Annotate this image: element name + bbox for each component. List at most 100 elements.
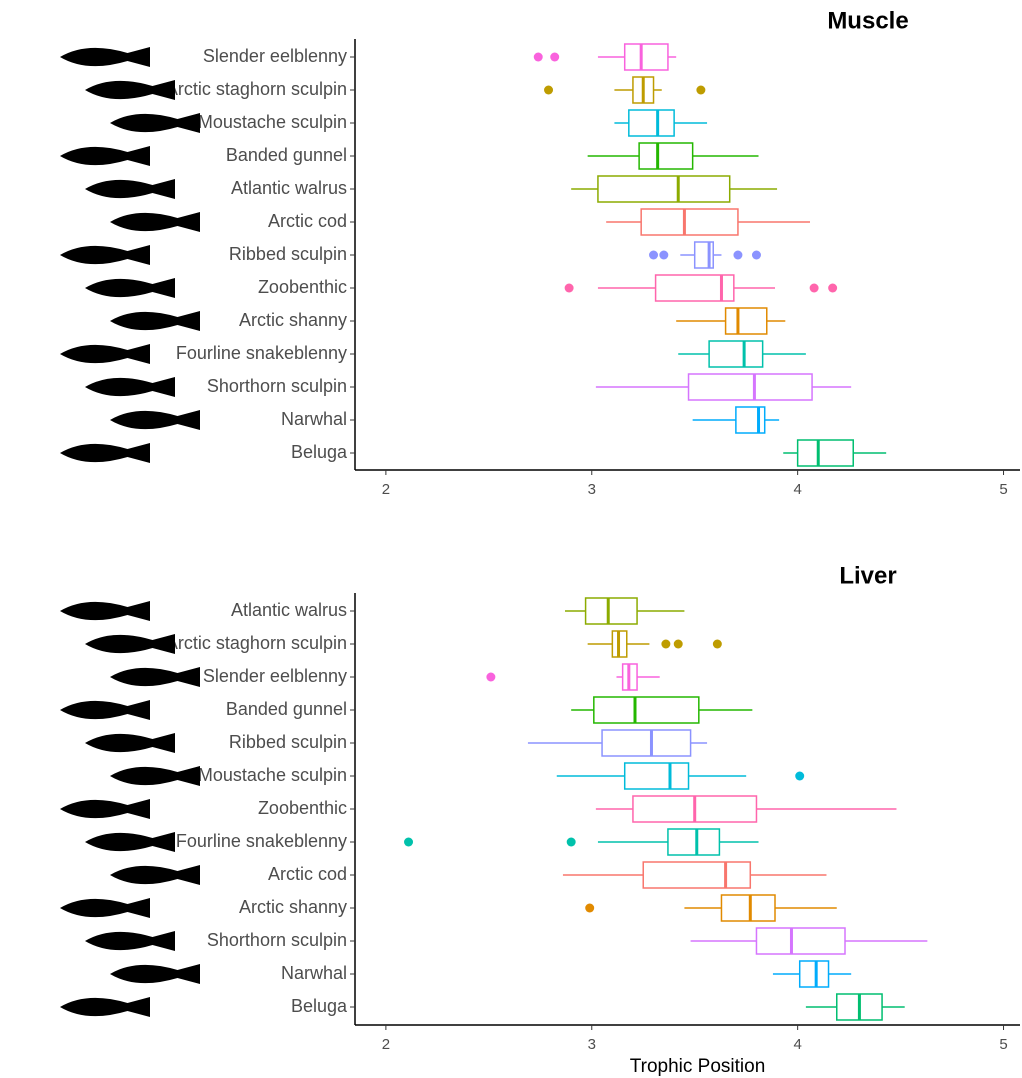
x-tick-label: 3 <box>588 481 596 498</box>
x-axis-label: Trophic Position <box>630 1056 766 1077</box>
silhouette <box>110 766 200 786</box>
silhouette <box>60 898 150 918</box>
silhouette <box>60 700 150 720</box>
outlier <box>733 250 743 260</box>
category-label: Banded gunnel <box>226 699 347 719</box>
x-tick-label: 5 <box>999 1036 1007 1053</box>
outlier <box>564 283 574 293</box>
outlier <box>550 52 560 62</box>
category-label: Shorthorn sculpin <box>207 376 347 396</box>
category-label: Fourline snakeblenny <box>176 343 347 363</box>
outlier <box>585 903 595 913</box>
panel-title: Liver <box>839 562 896 589</box>
category-label: Arctic cod <box>268 864 347 884</box>
silhouette <box>85 179 175 199</box>
box <box>687 373 813 401</box>
silhouette <box>60 245 150 265</box>
box <box>724 307 768 335</box>
panel-title: Muscle <box>827 7 908 34</box>
outlier <box>486 672 496 682</box>
x-tick-label: 4 <box>793 481 801 498</box>
box <box>708 340 764 368</box>
box <box>640 208 739 236</box>
outlier <box>533 52 543 62</box>
category-label: Beluga <box>291 442 348 462</box>
outlier <box>795 771 805 781</box>
box <box>720 894 776 922</box>
silhouette <box>60 344 150 364</box>
silhouette <box>85 80 175 100</box>
silhouette <box>60 799 150 819</box>
category-label: Shorthorn sculpin <box>207 930 347 950</box>
outlier <box>712 639 722 649</box>
box <box>667 828 721 856</box>
category-label: Ribbed sculpin <box>229 244 347 264</box>
category-label: Narwhal <box>281 409 347 429</box>
box <box>735 406 766 434</box>
box <box>593 696 700 724</box>
silhouette <box>60 47 150 67</box>
category-label: Narwhal <box>281 963 347 983</box>
outlier <box>659 250 669 260</box>
silhouette <box>60 601 150 621</box>
outlier <box>544 85 554 95</box>
x-tick-label: 2 <box>382 1036 390 1053</box>
category-label: Beluga <box>291 996 348 1016</box>
category-label: Moustache sculpin <box>198 765 347 785</box>
outlier <box>649 250 659 260</box>
silhouette <box>110 964 200 984</box>
category-label: Arctic staghorn sculpin <box>166 79 347 99</box>
category-label: Ribbed sculpin <box>229 732 347 752</box>
silhouette <box>60 997 150 1017</box>
outlier <box>673 639 683 649</box>
silhouette <box>60 443 150 463</box>
category-label: Atlantic walrus <box>231 178 347 198</box>
box <box>623 43 669 71</box>
box <box>628 109 675 137</box>
box <box>597 175 731 203</box>
silhouette <box>85 278 175 298</box>
silhouette <box>85 733 175 753</box>
silhouette <box>110 311 200 331</box>
x-tick-label: 2 <box>382 481 390 498</box>
x-tick-label: 4 <box>793 1036 801 1053</box>
category-label: Slender eelblenny <box>203 666 347 686</box>
category-label: Zoobenthic <box>258 277 347 297</box>
box <box>642 861 752 889</box>
category-label: Moustache sculpin <box>198 112 347 132</box>
outlier <box>696 85 706 95</box>
x-tick-label: 5 <box>999 481 1007 498</box>
box <box>623 762 690 790</box>
silhouette <box>110 113 200 133</box>
category-label: Arctic shanny <box>239 310 347 330</box>
silhouette <box>110 410 200 430</box>
silhouette <box>110 667 200 687</box>
outlier <box>566 837 576 847</box>
box <box>755 927 846 955</box>
category-label: Arctic shanny <box>239 897 347 917</box>
silhouette <box>110 865 200 885</box>
outlier <box>809 283 819 293</box>
silhouette <box>85 634 175 654</box>
outlier <box>751 250 761 260</box>
category-label: Atlantic walrus <box>231 600 347 620</box>
outlier <box>404 837 414 847</box>
category-label: Zoobenthic <box>258 798 347 818</box>
silhouette <box>85 931 175 951</box>
silhouette <box>60 146 150 166</box>
category-label: Banded gunnel <box>226 145 347 165</box>
box <box>601 729 692 757</box>
category-label: Arctic cod <box>268 211 347 231</box>
outlier <box>828 283 838 293</box>
box <box>796 439 854 467</box>
box <box>798 960 830 988</box>
silhouette <box>85 377 175 397</box>
x-tick-label: 3 <box>588 1036 596 1053</box>
category-label: Fourline snakeblenny <box>176 831 347 851</box>
silhouette <box>85 832 175 852</box>
silhouette <box>110 212 200 232</box>
box <box>638 142 694 170</box>
category-label: Arctic staghorn sculpin <box>166 633 347 653</box>
outlier <box>661 639 671 649</box>
